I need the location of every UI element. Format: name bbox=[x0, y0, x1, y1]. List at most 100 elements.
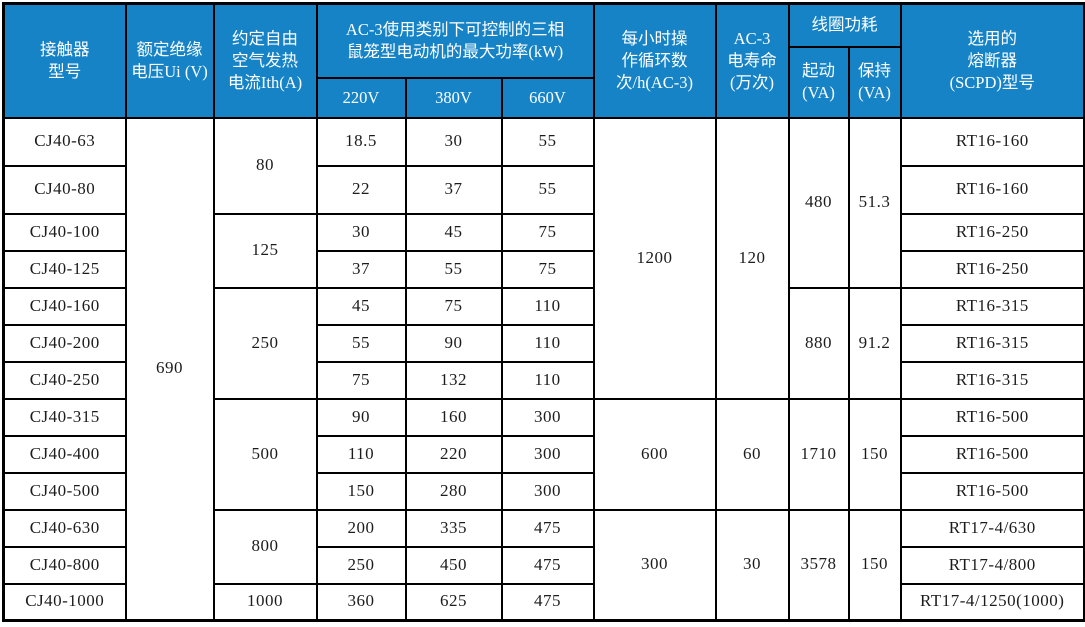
cell-p220: 37 bbox=[315, 249, 407, 289]
cell-p660: 75 bbox=[500, 249, 595, 289]
cell-model: CJ40-800 bbox=[2, 545, 127, 585]
header-row-3: 220V 380V 660V bbox=[4, 76, 1085, 119]
table-row: CJ40-500 150 280 300 RT16-500 bbox=[2, 471, 1085, 511]
header-operating-cycles: 每小时操 作循环数 次/h(AC-3) bbox=[592, 2, 717, 119]
table-body: CJ40-63 690 80 18.5 30 55 1200 120 480 5… bbox=[2, 116, 1085, 622]
cell-model: CJ40-315 bbox=[2, 397, 127, 437]
cell-life: 120 bbox=[714, 116, 790, 400]
cell-start-va: 3578 bbox=[787, 508, 850, 622]
header-row-2: 起动 (VA) 保持 (VA) bbox=[4, 45, 1085, 119]
cell-fuse: RT16-315 bbox=[899, 360, 1085, 400]
table-header: 接触器 型号 额定绝缘 电压Ui (V) 约定自由 空气发热 电流Ith(A) … bbox=[2, 2, 1085, 119]
cell-p380: 220 bbox=[404, 434, 503, 474]
cell-ith: 250 bbox=[212, 286, 318, 400]
cell-ith: 1000 bbox=[212, 582, 318, 622]
cell-p380: 450 bbox=[404, 545, 503, 585]
header-660v: 660V bbox=[500, 76, 595, 119]
cell-model: CJ40-1000 bbox=[2, 582, 127, 622]
cell-p380: 132 bbox=[404, 360, 503, 400]
header-ac3-max-power-group: AC-3使用类别下可控制的三相 鼠笼型电动机的最大功率(kW) bbox=[315, 2, 595, 79]
cell-p660: 55 bbox=[500, 164, 595, 215]
cell-cycles: 300 bbox=[592, 508, 717, 622]
cell-p660: 475 bbox=[500, 545, 595, 585]
cell-p380: 45 bbox=[404, 212, 503, 252]
cell-fuse: RT17-4/630 bbox=[899, 508, 1085, 548]
cell-p660: 75 bbox=[500, 212, 595, 252]
cell-cycles: 600 bbox=[592, 397, 717, 511]
cell-fuse: RT16-250 bbox=[899, 249, 1085, 289]
header-380v: 380V bbox=[404, 76, 503, 119]
header-electrical-life: AC-3 电寿命 (万次) bbox=[714, 2, 790, 119]
cell-p220: 110 bbox=[315, 434, 407, 474]
cell-life: 60 bbox=[714, 397, 790, 511]
header-start-va: 起动 (VA) bbox=[787, 45, 850, 119]
header-220v: 220V bbox=[315, 76, 407, 119]
cell-p660: 475 bbox=[500, 582, 595, 622]
header-fuse-model: 选用的 熔断器 (SCPD)型号 bbox=[899, 2, 1085, 119]
cell-model: CJ40-500 bbox=[2, 471, 127, 511]
cell-model: CJ40-200 bbox=[2, 323, 127, 363]
table-row: CJ40-200 55 90 110 RT16-315 bbox=[2, 323, 1085, 363]
cell-cycles: 1200 bbox=[592, 116, 717, 400]
header-coil-power-group: 线圈功耗 bbox=[787, 2, 902, 48]
cell-p660: 110 bbox=[500, 360, 595, 400]
cell-p380: 75 bbox=[404, 286, 503, 326]
cell-ith: 125 bbox=[212, 212, 318, 289]
cell-start-va: 1710 bbox=[787, 397, 850, 511]
cell-p660: 300 bbox=[500, 434, 595, 474]
cell-p380: 30 bbox=[404, 116, 503, 167]
table-row: CJ40-125 37 55 75 RT16-250 bbox=[2, 249, 1085, 289]
cell-life: 30 bbox=[714, 508, 790, 622]
table-row: CJ40-100 125 30 45 75 RT16-250 bbox=[2, 212, 1085, 289]
cell-start-va: 480 bbox=[787, 116, 850, 289]
cell-model: CJ40-63 bbox=[2, 116, 127, 167]
cell-p660: 110 bbox=[500, 323, 595, 363]
cell-fuse: RT16-160 bbox=[899, 116, 1085, 167]
cell-p380: 160 bbox=[404, 397, 503, 437]
cell-p220: 90 bbox=[315, 397, 407, 437]
cell-model: CJ40-400 bbox=[2, 434, 127, 474]
header-contactor-model: 接触器 型号 bbox=[2, 2, 127, 119]
cell-hold-va: 150 bbox=[847, 397, 902, 511]
cell-ui: 690 bbox=[124, 116, 215, 622]
cell-p660: 300 bbox=[500, 471, 595, 511]
cell-fuse: RT16-500 bbox=[899, 434, 1085, 474]
cell-p220: 55 bbox=[315, 323, 407, 363]
table-row: CJ40-630 800 200 335 475 300 30 3578 150… bbox=[2, 508, 1085, 622]
cell-p380: 280 bbox=[404, 471, 503, 511]
header-row-1: 接触器 型号 额定绝缘 电压Ui (V) 约定自由 空气发热 电流Ith(A) … bbox=[2, 2, 1085, 119]
cell-p220: 150 bbox=[315, 471, 407, 511]
cell-p380: 625 bbox=[404, 582, 503, 622]
table-row: CJ40-160 250 45 75 110 880 91.2 RT16-315 bbox=[2, 286, 1085, 400]
cell-p220: 75 bbox=[315, 360, 407, 400]
table-row: CJ40-400 110 220 300 RT16-500 bbox=[2, 434, 1085, 474]
cell-model: CJ40-630 bbox=[2, 508, 127, 548]
cell-ith: 800 bbox=[212, 508, 318, 585]
table-row: CJ40-80 22 37 55 RT16-160 bbox=[2, 164, 1085, 215]
cell-fuse: RT16-500 bbox=[899, 397, 1085, 437]
cell-p380: 55 bbox=[404, 249, 503, 289]
cell-p660: 110 bbox=[500, 286, 595, 326]
cell-fuse: RT17-4/1250(1000) bbox=[899, 582, 1085, 622]
cell-fuse: RT16-160 bbox=[899, 164, 1085, 215]
cell-fuse: RT16-500 bbox=[899, 471, 1085, 511]
cell-model: CJ40-160 bbox=[2, 286, 127, 326]
table-row: CJ40-1000 1000 360 625 475 RT17-4/1250(1… bbox=[2, 582, 1085, 622]
cell-p220: 200 bbox=[315, 508, 407, 548]
cell-ith: 500 bbox=[212, 397, 318, 511]
header-thermal-current: 约定自由 空气发热 电流Ith(A) bbox=[212, 2, 318, 119]
cell-hold-va: 51.3 bbox=[847, 116, 902, 289]
cell-p380: 90 bbox=[404, 323, 503, 363]
cell-p380: 335 bbox=[404, 508, 503, 548]
cell-p380: 37 bbox=[404, 164, 503, 215]
cell-model: CJ40-125 bbox=[2, 249, 127, 289]
table-row: CJ40-800 250 450 475 RT17-4/800 bbox=[2, 545, 1085, 585]
cell-p220: 22 bbox=[315, 164, 407, 215]
cell-start-va: 880 bbox=[787, 286, 850, 400]
cell-p660: 300 bbox=[500, 397, 595, 437]
cell-model: CJ40-250 bbox=[2, 360, 127, 400]
header-hold-va: 保持 (VA) bbox=[847, 45, 902, 119]
cell-p220: 360 bbox=[315, 582, 407, 622]
